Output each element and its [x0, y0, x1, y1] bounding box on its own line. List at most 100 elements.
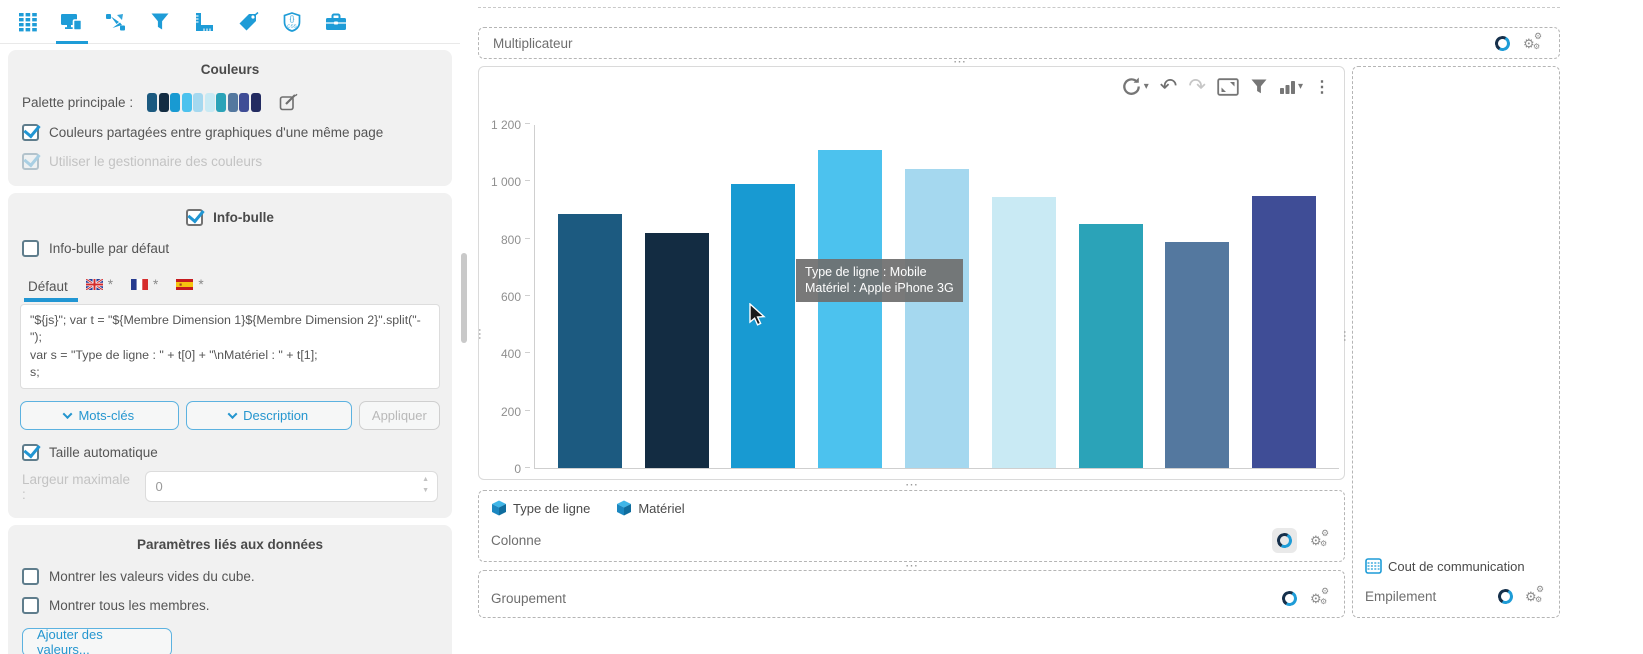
- palette-swatch: [204, 93, 215, 112]
- max-width-label: Largeur maximale :: [22, 471, 131, 502]
- bar[interactable]: [818, 149, 883, 468]
- add-values-button[interactable]: Ajouter des valeurs...: [22, 627, 172, 654]
- css-shield-icon[interactable]: {} CSS: [276, 0, 308, 44]
- stepper-up-icon[interactable]: ▲: [422, 476, 429, 484]
- resize-handle-vertical[interactable]: ⋯: [1338, 330, 1352, 343]
- apply-button: Appliquer: [358, 401, 440, 431]
- palette-swatches[interactable]: [147, 93, 261, 112]
- colonne-label: Colonne: [491, 533, 542, 548]
- tooltip-code-editor[interactable]: "${js}"; var t = "${Membre Dimension 1}$…: [20, 304, 440, 390]
- screens-icon[interactable]: [56, 0, 88, 44]
- chart-type-icon[interactable]: ▾: [1279, 78, 1303, 95]
- undo-icon[interactable]: ↶: [1159, 74, 1178, 98]
- chart-panel: ▾ ↶ ↷ ▾ ⋮ 0 200 400 600 800 1 000 1 200 Type d…: [478, 66, 1345, 480]
- multiplicateur-panel: Multiplicateur ⚙ ⚙ ⚙: [478, 27, 1560, 59]
- redo-icon: ↷: [1188, 74, 1206, 98]
- bar[interactable]: [644, 232, 709, 468]
- palette-swatch: [239, 93, 250, 112]
- resize-handle[interactable]: ⋯: [905, 477, 919, 492]
- dimension-donut-icon[interactable]: [1280, 589, 1299, 608]
- toolbox-icon[interactable]: [320, 0, 352, 44]
- bar[interactable]: [731, 184, 796, 468]
- color-manager-label: Utiliser le gestionnaire des couleurs: [49, 154, 263, 169]
- bar-chart-plot: 0 200 400 600 800 1 000 1 200: [491, 118, 1339, 476]
- flag-uk-icon: [85, 279, 103, 290]
- shared-colors-checkbox[interactable]: [22, 124, 39, 141]
- ruler-icon[interactable]: [188, 0, 220, 44]
- y-tick-label: 1 200: [490, 118, 521, 132]
- dimension-donut-icon-selected[interactable]: [1272, 528, 1297, 553]
- info-bulle-checkbox[interactable]: [186, 209, 204, 226]
- auto-size-label: Taille automatique: [49, 445, 158, 461]
- multiplicateur-label: Multiplicateur: [493, 35, 573, 51]
- filter-icon[interactable]: [144, 0, 176, 44]
- edit-palette-icon[interactable]: [279, 93, 298, 112]
- bar[interactable]: [991, 197, 1056, 468]
- dimension-donut-icon[interactable]: [1496, 587, 1515, 606]
- chart-filter-icon[interactable]: [1250, 78, 1268, 96]
- max-width-input[interactable]: 0 ▲ ▼: [144, 471, 438, 503]
- tab-defaut[interactable]: Défaut: [24, 279, 78, 302]
- measure-chip-cout-de-communication[interactable]: Cout de communication: [1365, 558, 1525, 574]
- flag-es-icon: [176, 279, 194, 290]
- bar[interactable]: [1078, 223, 1143, 468]
- resize-handle[interactable]: ⋯: [953, 54, 967, 69]
- dimension-donut-icon[interactable]: [1493, 33, 1512, 53]
- number-stepper[interactable]: ▲ ▼: [420, 474, 431, 496]
- chart-bars: [535, 125, 1339, 468]
- show-all-members-checkbox[interactable]: [22, 597, 39, 615]
- chart-type-caret-icon[interactable]: ▾: [1297, 81, 1303, 92]
- show-all-members-label: Montrer tous les membres.: [49, 598, 210, 614]
- settings-gears-icon[interactable]: ⚙ ⚙ ⚙: [1523, 30, 1543, 51]
- sidebar-icon-toolbar: {} CSS: [0, 0, 460, 44]
- tag-icon[interactable]: [232, 0, 264, 44]
- resize-handle-vertical[interactable]: ⋯: [473, 328, 487, 341]
- tab-locale-en[interactable]: *: [85, 277, 113, 302]
- data-params-title: Paramètres liés aux données: [136, 537, 324, 553]
- settings-gears-icon[interactable]: ⚙ ⚙ ⚙: [1525, 584, 1545, 604]
- settings-gears-icon[interactable]: ⚙ ⚙ ⚙: [1310, 586, 1330, 606]
- svg-text:{}: {}: [290, 15, 295, 22]
- section-couleurs: Couleurs Palette principale : Couleurs p…: [8, 50, 452, 186]
- auto-size-checkbox[interactable]: [22, 444, 39, 462]
- palette-swatch: [227, 93, 238, 112]
- tab-locale-es[interactable]: *: [176, 277, 204, 302]
- palette-swatch: [250, 93, 261, 112]
- tooltip-line-2: Matériel : Apple iPhone 3G: [805, 281, 954, 296]
- palette-label: Palette principale :: [22, 95, 134, 110]
- show-empty-values-checkbox[interactable]: [22, 568, 39, 586]
- settings-sidebar: {} CSS Couleurs Palette principale : Coul…: [0, 0, 460, 654]
- keywords-button[interactable]: Mots-clés: [20, 401, 179, 431]
- dimension-chip-materiel[interactable]: Matériel: [616, 500, 685, 516]
- abacus-icon: [1365, 558, 1382, 574]
- sidebar-scrollbar-thumb[interactable]: [461, 253, 467, 343]
- tab-locale-fr[interactable]: *: [131, 277, 158, 302]
- refresh-caret-icon[interactable]: ▾: [1143, 81, 1149, 92]
- settings-gears-icon[interactable]: ⚙ ⚙ ⚙: [1310, 528, 1330, 548]
- refresh-icon[interactable]: ▾: [1121, 76, 1149, 97]
- flag-fr-icon: [131, 279, 149, 290]
- table-grid-icon[interactable]: [12, 0, 44, 44]
- stepper-down-icon[interactable]: ▼: [422, 487, 429, 495]
- default-tooltip-label: Info-bulle par défaut: [49, 241, 170, 256]
- transfer-icon[interactable]: [100, 0, 132, 44]
- shared-colors-label: Couleurs partagées entre graphiques d'un…: [49, 125, 384, 140]
- bar[interactable]: [1165, 242, 1230, 468]
- resize-handle[interactable]: ⋯: [905, 558, 919, 573]
- dimension-chip-type-de-ligne[interactable]: Type de ligne: [491, 500, 590, 516]
- y-tick-mark: [525, 237, 530, 239]
- default-tooltip-checkbox[interactable]: [22, 240, 39, 257]
- bar[interactable]: [557, 213, 622, 468]
- palette-swatch: [181, 93, 192, 112]
- y-tick-label: 800: [500, 232, 521, 247]
- palette-swatch: [147, 93, 158, 112]
- fullscreen-icon[interactable]: [1217, 77, 1239, 96]
- y-tick-label: 600: [500, 290, 521, 304]
- y-tick-mark: [525, 180, 530, 182]
- chart-toolbar: ▾ ↶ ↷ ▾ ⋮: [1121, 76, 1330, 97]
- chevron-down-icon: [227, 409, 238, 420]
- description-button[interactable]: Description: [185, 401, 352, 431]
- bar[interactable]: [1252, 195, 1317, 468]
- more-options-icon[interactable]: ⋮: [1314, 78, 1330, 96]
- bar[interactable]: [904, 169, 969, 468]
